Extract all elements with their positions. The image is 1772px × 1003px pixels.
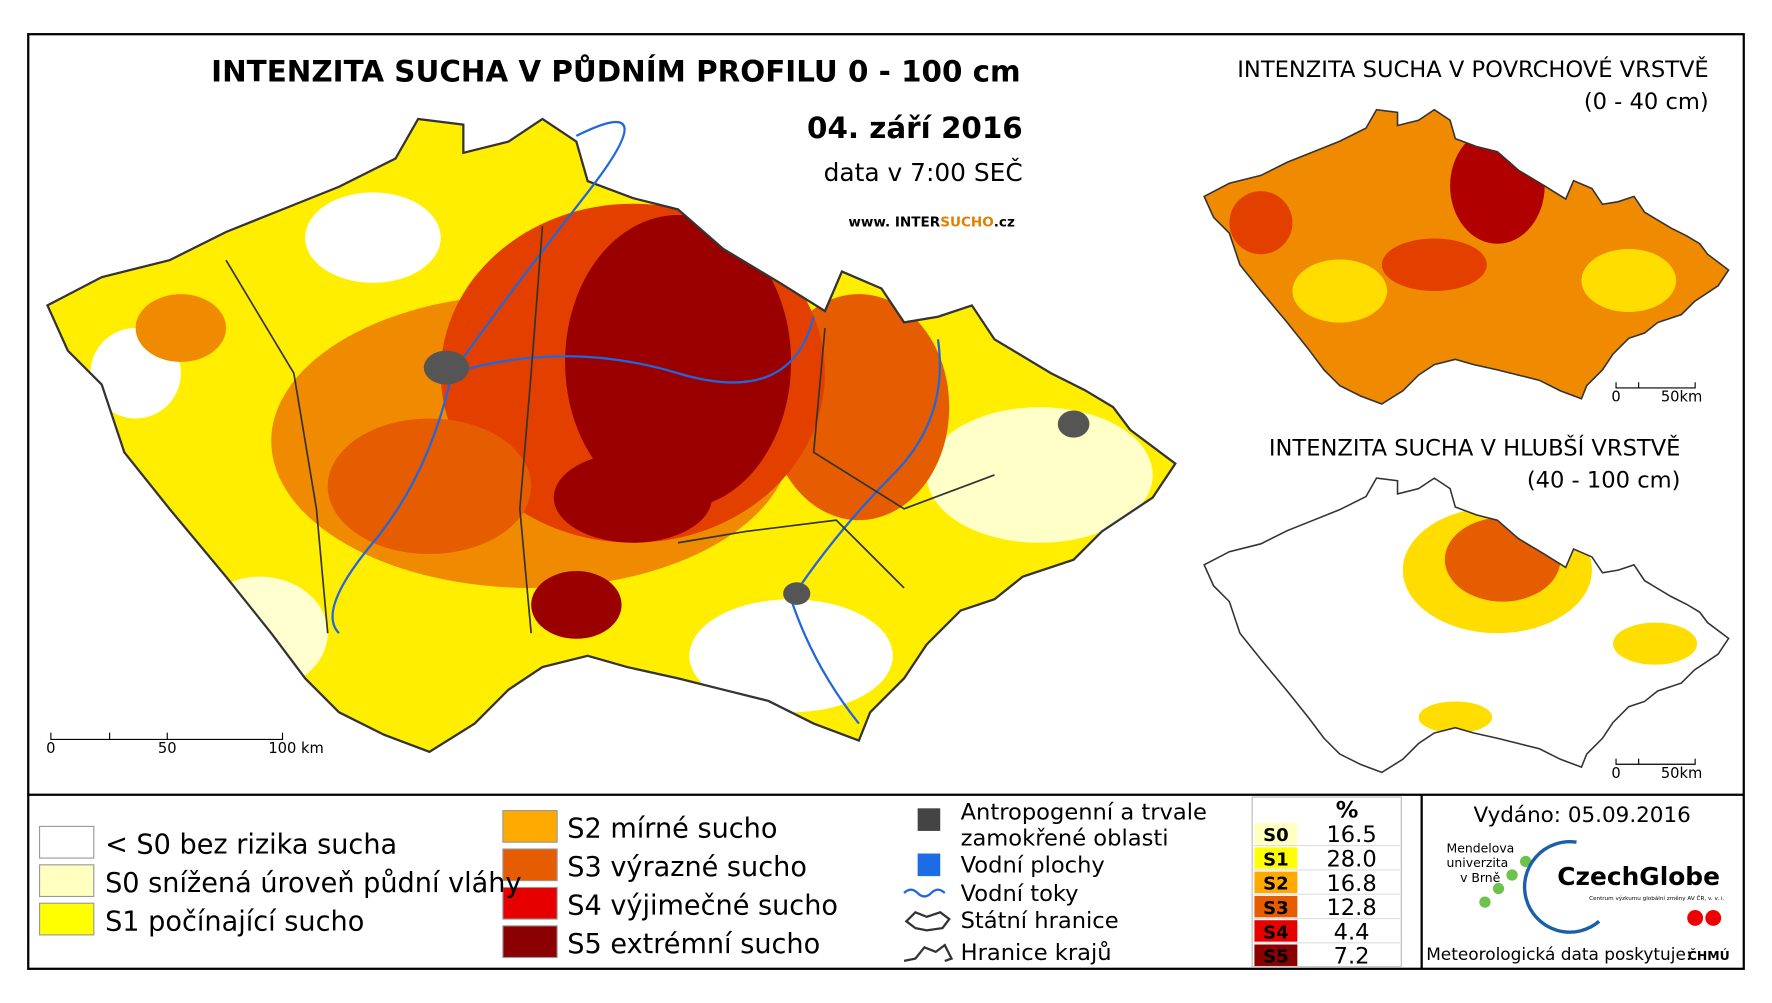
class-label: S3 xyxy=(1263,898,1289,919)
website-part: www. INTER xyxy=(848,214,940,230)
legend-label: S0 snížená úroveň půdní vláhy xyxy=(105,868,521,899)
website-part: SUCHO xyxy=(940,214,994,230)
stats-table: % S0 16.5 S1 28.0 S2 16.8 S3 12.8 S4 4.4 S5 7.2 xyxy=(1251,796,1402,970)
water-icon xyxy=(917,853,941,877)
swatch xyxy=(38,825,95,859)
legend-label: Státní hranice xyxy=(961,908,1119,934)
legend-label: S2 mírné sucho xyxy=(567,814,777,845)
percent: 4.4 xyxy=(1334,919,1370,945)
scale-bar xyxy=(1615,758,1696,765)
inset-subtitle: (40 - 100 cm) xyxy=(1527,467,1681,493)
class-cell xyxy=(1254,920,1298,942)
inset-title: INTENZITA SUCHA V HLUBŠÍ VRSTVĚ xyxy=(1269,434,1681,462)
scale-label: 50km xyxy=(1661,388,1703,405)
provider: Meteorologická data poskytuje: xyxy=(1426,944,1691,964)
czechglobe-arc xyxy=(1522,840,1601,934)
main-map xyxy=(46,117,1177,753)
scale-label: 0 xyxy=(1611,765,1620,782)
main-title: INTENZITA SUCHA V PŮDNÍM PROFILU 0 - 100… xyxy=(211,53,1020,89)
percent: 16.5 xyxy=(1326,822,1376,848)
time-note: data v 7:00 SEČ xyxy=(824,157,1023,187)
scale-bar xyxy=(50,732,284,740)
legend-label: Vodní plochy xyxy=(961,853,1105,879)
urban-icon xyxy=(917,808,941,831)
legend-label: S3 výrazné sucho xyxy=(567,852,807,883)
legend-label: Antropogenní a trvale xyxy=(961,800,1207,826)
class-cell xyxy=(1254,895,1298,918)
czechglobe-sub: Centrum výzkumu globální změny AV ČR, v.… xyxy=(1589,895,1724,902)
legend-label: < S0 bez rizika sucha xyxy=(105,830,397,861)
chmu-logo: ČHMÚ xyxy=(1688,948,1730,963)
legend-label: Hranice krajů xyxy=(961,939,1112,966)
border-icon xyxy=(904,910,951,932)
legend xyxy=(38,810,558,959)
class-label: S4 xyxy=(1263,922,1289,943)
percent: 7.2 xyxy=(1334,944,1370,970)
region-icon xyxy=(903,943,954,962)
table-header: % xyxy=(1336,797,1359,823)
scale-label: 0 xyxy=(1611,388,1620,405)
czechglobe-logo: CzechGlobe xyxy=(1557,862,1720,891)
class-cell xyxy=(1254,871,1298,894)
percent: 28.0 xyxy=(1326,847,1376,873)
scale-label: 100 km xyxy=(268,740,324,757)
inset-title: INTENZITA SUCHA V POVRCHOVÉ VRSTVĚ xyxy=(1237,55,1708,83)
scale-label: 50 xyxy=(158,740,177,757)
legend-label: S1 počínající sucho xyxy=(105,906,364,937)
mendel-dots xyxy=(1479,855,1532,908)
inset-subtitle: (0 - 40 cm) xyxy=(1584,89,1709,115)
website: www. INTERSUCHO.cz xyxy=(848,214,1015,230)
class-label: S0 xyxy=(1263,825,1289,846)
scale-bar xyxy=(1615,382,1696,389)
main-date: 04. září 2016 xyxy=(807,111,1023,145)
swatch xyxy=(502,925,558,959)
river-icon xyxy=(903,888,946,898)
class-cell xyxy=(1254,823,1298,845)
mendel-logo: Mendelova univerzita v Brně xyxy=(1447,840,1515,884)
legend-label: Vodní toky xyxy=(961,881,1079,907)
legend-label: S5 extrémní sucho xyxy=(567,929,820,960)
percent: 12.8 xyxy=(1326,895,1376,921)
website-part: .cz xyxy=(994,214,1015,230)
swatch xyxy=(502,886,558,920)
swatch xyxy=(38,902,95,936)
swatch xyxy=(502,848,558,882)
percent: 16.8 xyxy=(1326,871,1376,897)
legend-label: S4 výjimečné sucho xyxy=(567,891,838,922)
issued: Vydáno: 05.09.2016 xyxy=(1473,803,1690,828)
scale-label: 50km xyxy=(1661,765,1703,782)
class-label: S5 xyxy=(1263,947,1289,968)
class-cell xyxy=(1254,944,1298,966)
class-label: S1 xyxy=(1263,849,1289,870)
swatch xyxy=(38,864,95,898)
scale-label: 0 xyxy=(46,740,55,757)
chmu-icon xyxy=(1687,910,1722,926)
class-label: S2 xyxy=(1263,874,1289,895)
legend-label: zamokřené oblasti xyxy=(961,826,1169,852)
class-cell xyxy=(1254,847,1298,869)
swatch xyxy=(502,810,558,843)
